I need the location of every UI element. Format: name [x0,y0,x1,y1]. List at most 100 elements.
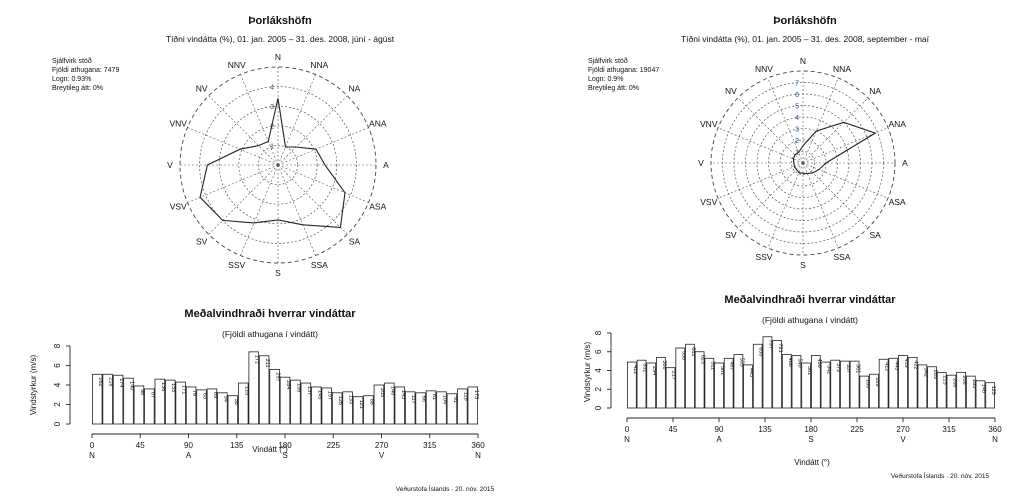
bar-count-label: 189 [874,377,880,386]
grid-spoke [802,162,869,229]
bar [196,389,207,425]
bar [467,386,478,425]
bar-count-label: 145 [400,390,406,399]
bar [165,379,176,425]
bar-count-label: 443 [748,368,754,377]
bar [752,343,763,409]
bar [144,388,155,425]
bar-count-label: 797 [767,340,773,349]
ring-label: 5 [795,104,799,111]
bar-count-label: 69 [212,392,218,398]
direction-label: NV [196,84,208,94]
bar-count-label: 88 [368,399,374,405]
direction-label: A [902,158,908,168]
grid-spoke [187,127,279,166]
bar-count-label: 535 [738,358,744,367]
bar-count-label: 155 [170,383,176,392]
x-axis-label: Vindátt (°) [794,458,830,467]
direction-label: V [698,158,704,168]
ring-label: 4 [795,115,799,122]
bar-count-label: 297 [275,372,281,381]
bar [878,358,889,409]
bar [248,351,259,425]
bar [290,379,301,425]
bar [238,382,249,425]
grid-spoke [277,164,316,256]
polar-plot-area: NNNANAANAAASASASSASSSVSVVSVVVNVNVNNV1234… [698,56,908,270]
direction-label: N [275,52,281,62]
bar-count-label: 412 [884,362,890,371]
bar [811,355,821,409]
bar-count-label: 54 [222,396,228,402]
bar-count-label: 66 [421,396,427,402]
x-axis-label: Vindátt (°) [252,445,288,454]
bar [830,359,841,409]
bar [300,382,312,425]
bar [675,347,686,409]
x-tick-label: 90 [184,441,193,450]
direction-label: ASA [889,197,906,207]
bar [352,396,364,425]
direction-label: S [800,260,806,270]
bar-count-label: 361 [855,364,861,373]
bar [694,351,705,409]
polar-plot-area: N NNA NA ANA A ASA SA SSA S SSV SV VSV V VNV NV NNV 1 2 3 4 [167,52,389,278]
direction-label: SV [725,230,737,240]
y-tick-label: 6 [594,349,603,354]
bar [646,362,657,409]
bar [123,377,134,425]
bar-count-label: 530 [680,351,686,360]
direction-tick-label: A [186,451,192,460]
direction-label: ANA [888,119,906,129]
grid-ring [791,151,815,175]
direction-tick-label: A [716,435,722,444]
direction-label: SSV [755,252,772,262]
direction-tick-label: N [475,451,481,460]
direction-label: NNV [228,60,246,70]
bar [936,371,947,409]
bar [801,362,811,409]
credit: Veðurstofa Íslands · 20. nóv. 2015 [396,484,495,493]
y-tick-label: 2 [53,402,62,407]
bar [342,391,353,425]
direction-tick-label: V [379,451,385,460]
bar [457,388,468,425]
bar-count-label: 104 [441,395,447,404]
bar-count-label: 157 [327,391,333,400]
bar [820,361,831,409]
bar-count-label: 174 [118,378,124,387]
x-tick-label: 45 [136,441,145,450]
y-tick-label: 4 [53,382,62,387]
x-tick-label: 270 [896,425,910,434]
direction-label: SA [349,236,361,246]
grid-spoke [737,97,804,164]
bar-count-label: 217 [671,371,677,380]
bar [436,391,447,425]
mean-wind-speed-summer: Meðalvindhraði hverrar vindáttar (Fjöldi… [29,308,494,493]
bar-count-label: 623 [700,355,706,364]
direction-label: S [275,268,281,278]
grid-ring [768,128,838,198]
bar [384,382,395,425]
bar [627,361,637,409]
grid-spoke [277,95,348,166]
bar-count-label: 125 [243,386,249,395]
grid-spoke [240,164,279,256]
chart-title: Þorlákshöfn [248,15,312,27]
bar [888,357,899,409]
grid-spoke [767,162,804,249]
grid-ring [258,145,298,185]
bar [404,391,416,425]
bar [425,390,437,425]
grid-spoke [240,74,279,166]
bar-count-label: 136 [160,382,166,391]
bar [217,392,228,425]
bar-count-label: 511 [709,361,715,370]
bar [946,374,957,409]
bar-count-label: 540 [796,359,802,368]
chart-title: Þorlákshöfn [773,15,837,27]
bar-count-label: 87 [149,392,155,398]
bar-count-label: 148 [389,386,395,395]
bar-count-label: 145 [316,390,322,399]
wind-rose-winter: Þorlákshöfn Tíðni vindátta (%), 01. jan.… [588,15,930,270]
